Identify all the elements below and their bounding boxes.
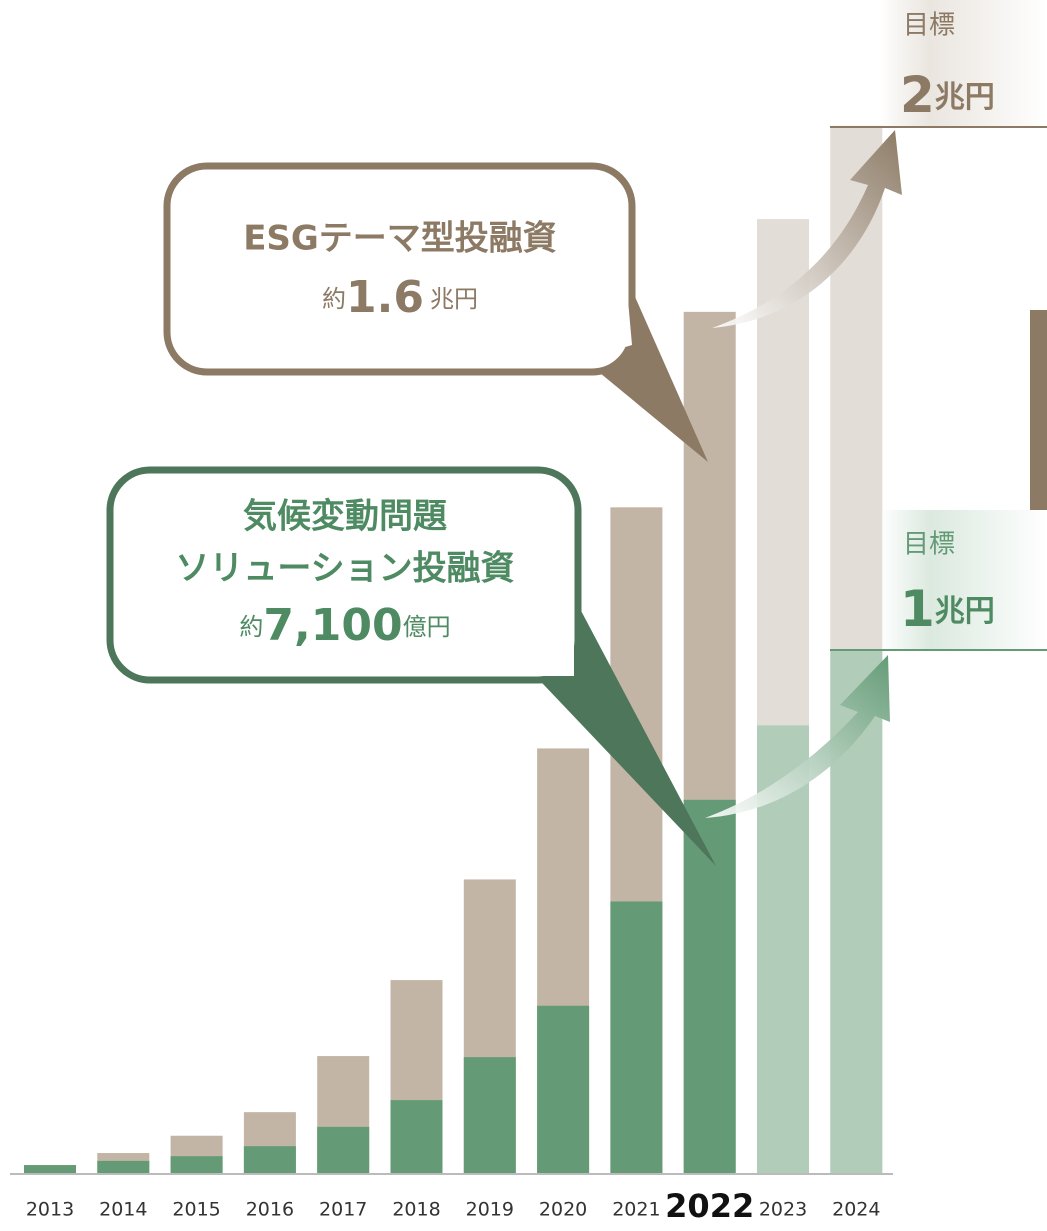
callout-title: ESGテーマ型投融資 <box>243 219 557 259</box>
bar <box>683 799 736 1174</box>
bar <box>390 1100 443 1174</box>
target-bg <box>880 510 1047 650</box>
x-tick-label: 2023 <box>759 1199 807 1221</box>
target-value: 2兆円 <box>900 66 995 124</box>
x-tick-label: 2020 <box>539 1199 587 1221</box>
x-tick-label: 2018 <box>392 1199 440 1221</box>
decor <box>1030 310 1047 520</box>
target-label: 目標 <box>903 530 955 560</box>
callout-value: 約7,100億円 <box>239 600 450 651</box>
x-axis: 2013 2014 2015 2016 2017 2018 2019 2020 2021 2022… <box>26 1187 881 1225</box>
callout-title: ソリューション投融資 <box>175 549 514 589</box>
bar <box>243 1146 296 1174</box>
x-tick-label: 2013 <box>26 1199 74 1221</box>
callout-tail-fill <box>528 620 574 676</box>
bar <box>537 1005 590 1174</box>
bar <box>463 1057 516 1174</box>
x-tick-label: 2019 <box>466 1199 514 1221</box>
target-value: 1兆円 <box>900 580 995 638</box>
callout-tail-fill <box>560 300 632 367</box>
bar <box>24 1165 76 1174</box>
target-bg <box>880 0 1047 127</box>
bar <box>317 1126 370 1174</box>
x-tick-label: 2024 <box>832 1199 880 1221</box>
x-tick-label: 2021 <box>612 1199 660 1221</box>
x-tick-label: 2016 <box>246 1199 294 1221</box>
bar <box>610 901 663 1174</box>
arrow <box>712 130 902 328</box>
x-tick-label: 2022 <box>665 1187 754 1225</box>
callout <box>163 162 636 376</box>
callout-title: 気候変動問題 <box>243 497 447 537</box>
x-tick-label: 2015 <box>172 1199 220 1221</box>
callout-value: 約1.6 兆円 <box>322 272 478 323</box>
callout <box>106 466 582 684</box>
x-tick-label: 2014 <box>99 1199 147 1221</box>
target-label: 目標 <box>903 11 955 41</box>
x-tick-label: 2017 <box>319 1199 367 1221</box>
arrow <box>705 655 890 818</box>
bar <box>170 1156 223 1174</box>
bar <box>97 1160 150 1174</box>
